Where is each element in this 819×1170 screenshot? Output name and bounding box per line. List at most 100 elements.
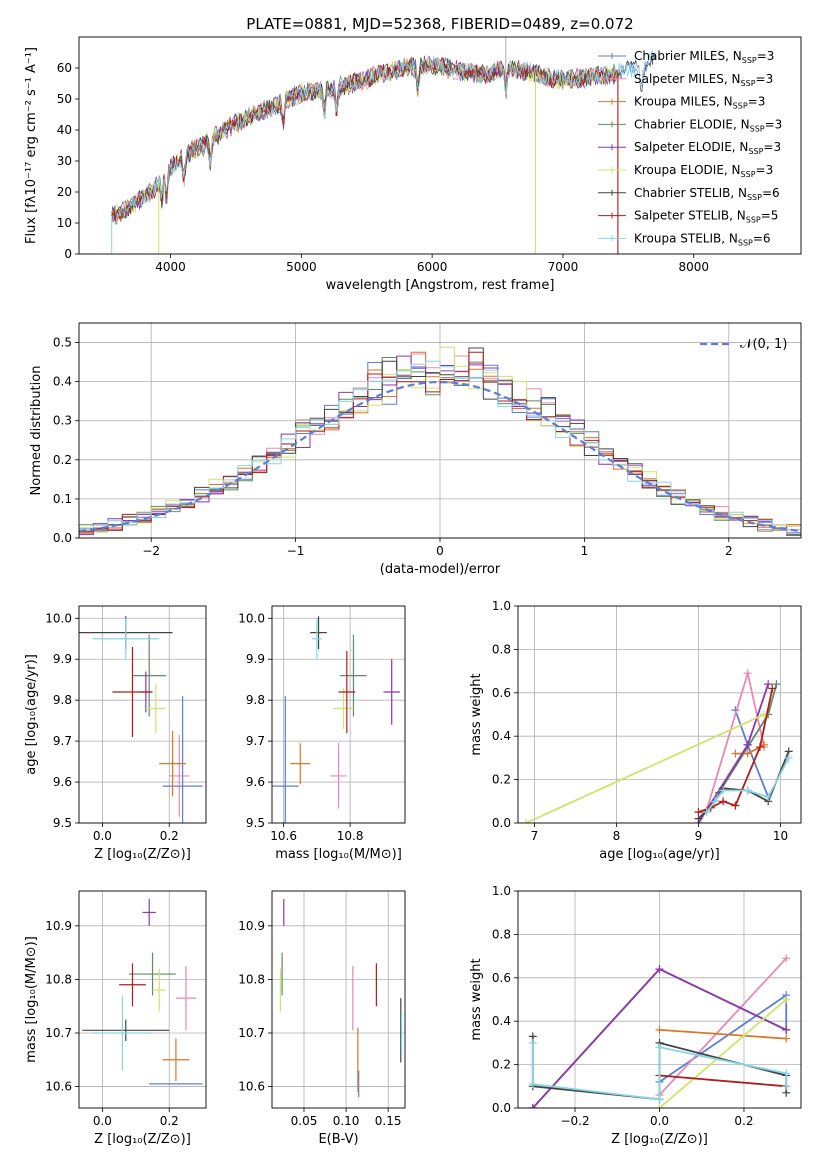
y-tick-label: 9.8 — [246, 693, 265, 707]
x-tick-label: 8 — [613, 829, 621, 843]
x-axis-label: E(B-V) — [318, 1132, 358, 1147]
y-tick-label: 1.0 — [492, 884, 511, 898]
point-salpeter-stelib — [112, 646, 153, 738]
legend: Chabrier MILES, NSSP=3 Salpeter MILES, NS… — [598, 49, 782, 247]
legend-sub: SSP — [746, 216, 761, 225]
x-tick-label: 4000 — [155, 260, 186, 274]
series-line — [658, 998, 787, 1108]
x-axis-label: (data-model)/error — [380, 562, 501, 577]
point-salpeter-elodie — [142, 899, 156, 926]
legend-label: Chabrier ELODIE, NSSP=3 — [634, 117, 782, 133]
axes-frame — [78, 890, 207, 1109]
chart-layer: 4000 5000 6000 7000 80000102030405060wavelen… — [24, 36, 802, 1147]
series-marker — [655, 1025, 664, 1034]
series-marker — [694, 808, 703, 817]
y-tick-label: 0.2 — [492, 1058, 511, 1072]
y-tick-label: 1.0 — [492, 599, 511, 613]
legend-entry-kroupa-elodie: Kroupa ELODIE, NSSP=3 — [598, 163, 773, 179]
y-tick-label: 10.0 — [238, 611, 265, 625]
series-kroupa-miles — [731, 740, 769, 758]
legend-count: =5 — [761, 209, 779, 223]
y-tick-label: 0.1 — [53, 492, 72, 506]
y-tick-label: 9.6 — [246, 775, 265, 789]
x-tick-label: 7000 — [548, 260, 579, 274]
legend-count: =6 — [753, 231, 771, 245]
y-tick-label: 10.9 — [45, 919, 72, 933]
legend-sub: SSP — [747, 193, 762, 202]
x-axis-label: Z [log₁₀(Z/Z⊙)] — [94, 1132, 191, 1147]
panel-residuals: −2 −1 0 1 2 0.0 0.1 0.2 0.3 0.4 0.5 (data-model)/er… — [29, 322, 802, 577]
legend-label-normal: 𝒩(0, 1) — [740, 337, 787, 352]
y-tick-label: 0.2 — [53, 453, 72, 467]
point-salpeter-stelib — [119, 963, 146, 1007]
legend-label: Chabrier STELIB, NSSP=6 — [634, 186, 780, 202]
normal-curve — [79, 380, 801, 533]
y-tick-label: 50 — [57, 92, 72, 106]
y-tick-label: 0.4 — [492, 729, 511, 743]
series-marker — [719, 786, 728, 795]
point-kroupa-miles — [159, 730, 186, 797]
legend-label: Salpeter MILES, NSSP=3 — [634, 72, 773, 88]
legend-sub: SSP — [733, 102, 748, 111]
y-tick-label: 0.0 — [53, 531, 72, 545]
y-tick-label: 9.7 — [53, 734, 72, 748]
y-axis-label: Flux [fλ10⁻¹⁷ erg cm⁻² s⁻¹ A⁻¹] — [24, 47, 39, 244]
x-tick-label: 0.10 — [333, 1114, 360, 1128]
series-marker — [743, 740, 752, 749]
spectrum-line-kroupa-stelib — [112, 49, 655, 225]
series-marker — [782, 1082, 791, 1091]
plot-area-weight-vs-Z — [528, 954, 791, 1108]
plot-area-spectrum — [111, 37, 655, 254]
x-tick-label: −1 — [287, 544, 305, 558]
legend-label: Chabrier MILES, NSSP=3 — [634, 49, 774, 65]
series-marker — [782, 1069, 791, 1078]
x-tick-label: 0.15 — [375, 1114, 402, 1128]
legend-count: =3 — [748, 95, 766, 109]
y-tick-label: 0.8 — [492, 642, 511, 656]
series-marker — [768, 684, 777, 693]
x-tick-label: 10.8 — [337, 829, 364, 843]
legend-count: =3 — [765, 117, 783, 131]
series-marker — [782, 1025, 791, 1034]
point-kroupa-elodie — [145, 683, 166, 733]
axes-frame — [517, 890, 802, 1109]
x-tick-label: 0.05 — [291, 1114, 318, 1128]
legend-entry-salpeter-elodie: Salpeter ELODIE, NSSP=3 — [598, 140, 781, 156]
series-marker — [731, 801, 740, 810]
point-kroupa-stelib — [92, 995, 153, 1071]
point-chabrier-elodie — [129, 952, 176, 996]
y-tick-label: 60 — [57, 61, 72, 75]
x-axis-label: wavelength [Angstrom, rest frame] — [326, 278, 555, 293]
series-marker — [528, 1104, 537, 1108]
series-kroupa-stelib — [702, 753, 793, 817]
series-marker — [655, 1095, 664, 1104]
histogram-kroupa-stelib — [79, 360, 801, 535]
legend-entry-kroupa-miles: Kroupa MILES, NSSP=3 — [598, 95, 765, 111]
series-marker — [655, 1043, 664, 1052]
plot-area-mass-vs-EBV — [279, 899, 403, 1098]
panel-weight-vs-age: 7 8 9 10 0.0 0.2 0.4 0.6 0.8 1.0 age [log₁₀(age/yr… — [469, 599, 802, 862]
series-marker — [743, 749, 752, 758]
point-kroupa-stelib — [92, 618, 160, 660]
series-marker — [764, 792, 773, 801]
y-tick-label: 9.6 — [53, 775, 72, 789]
legend-count: =3 — [763, 140, 781, 154]
y-tick-label: 0.0 — [492, 816, 511, 830]
legend-sub: SSP — [748, 147, 763, 156]
plot-area-mass-vs-Z — [82, 899, 203, 1085]
y-tick-label: 30 — [57, 154, 72, 168]
x-tick-label: 0.0 — [93, 1114, 112, 1128]
point-kroupa-miles — [290, 743, 311, 785]
figure-title: PLATE=0881, MJD=52368, FIBERID=0489, z=0… — [246, 15, 633, 33]
series-marker — [764, 680, 773, 689]
x-tick-label: 7 — [531, 829, 539, 843]
y-axis-label: Normed distribution — [29, 366, 44, 496]
y-tick-label: 0.3 — [53, 414, 72, 428]
x-tick-label: 8000 — [678, 260, 709, 274]
x-tick-label: −2 — [142, 544, 160, 558]
legend-entry-salpeter-miles: Salpeter MILES, NSSP=3 — [598, 72, 773, 88]
y-tick-label: 10.8 — [45, 972, 72, 986]
series-marker — [743, 669, 752, 678]
series-kroupa-elodie — [522, 710, 769, 823]
